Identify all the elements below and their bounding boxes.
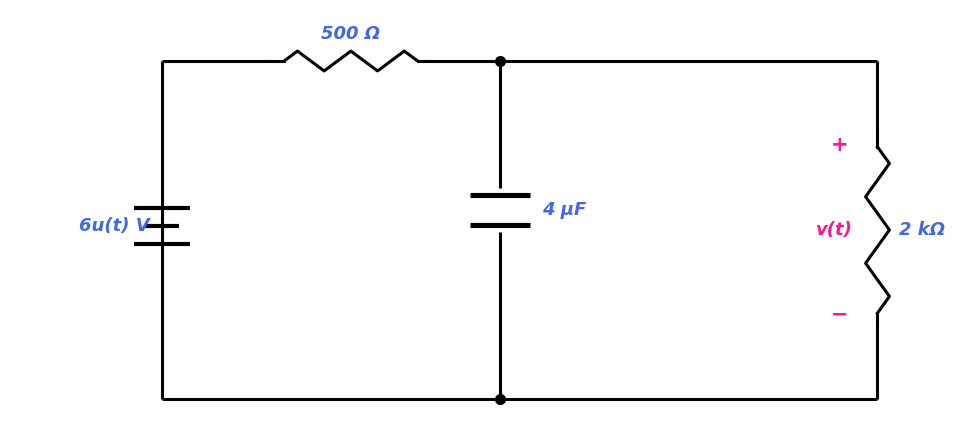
Text: −: −: [831, 304, 848, 324]
Text: 4 μF: 4 μF: [542, 201, 585, 219]
Text: 2 kΩ: 2 kΩ: [899, 221, 946, 239]
Text: 500 Ω: 500 Ω: [322, 25, 381, 43]
Text: v(t): v(t): [815, 221, 853, 239]
Text: 6u(t) V: 6u(t) V: [79, 217, 150, 235]
Text: +: +: [831, 136, 848, 155]
